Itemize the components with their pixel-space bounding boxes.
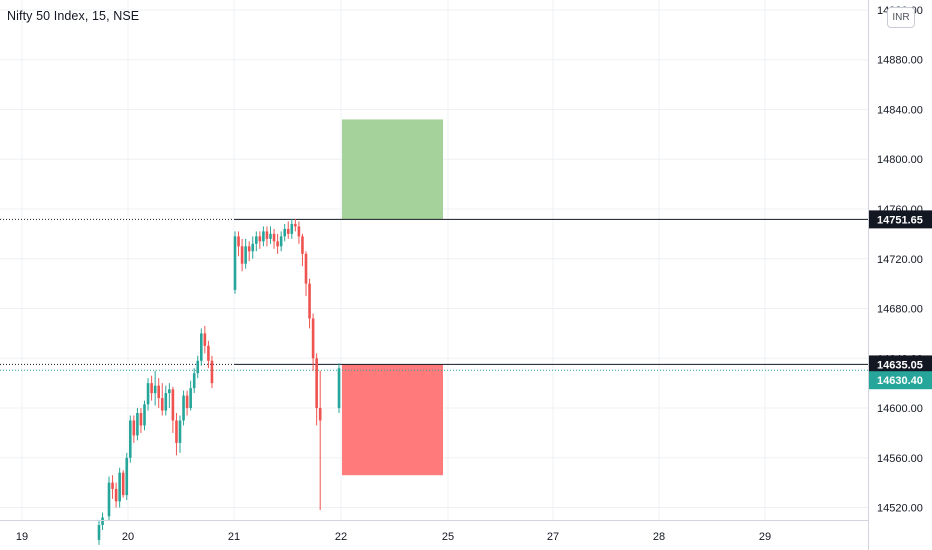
candle-body [153, 385, 157, 394]
candle-body [200, 333, 203, 361]
candle-body [185, 395, 189, 409]
candle-body [311, 318, 315, 359]
candle-body [157, 385, 160, 399]
candle-body [272, 233, 276, 242]
candle-body [164, 393, 168, 411]
candle-body [308, 283, 311, 319]
x-tick-label: 28 [653, 531, 665, 543]
candle-body [237, 236, 240, 247]
last-price-tag-bg [869, 371, 932, 390]
candle-body [125, 457, 129, 496]
horizontal-levels [0, 218, 868, 371]
candle-body [189, 388, 192, 409]
candle-body [279, 236, 283, 247]
candle-body [297, 226, 301, 237]
level-tag-0-bg [869, 210, 932, 229]
x-tick-label: 22 [335, 531, 347, 543]
level-tag-1-label: 14635.05 [877, 359, 923, 371]
candle-body [97, 524, 101, 540]
y-tick-label: 14880.00 [877, 55, 923, 67]
candle-body [318, 408, 322, 421]
candle-body [192, 373, 196, 389]
candle-body [247, 246, 251, 252]
y-tick-label: 14800.00 [877, 154, 923, 166]
candle-body [210, 360, 214, 384]
level-tag-0-label: 14751.65 [877, 214, 923, 226]
candle-body [136, 413, 139, 436]
candle-body [143, 404, 146, 426]
candle-body [175, 420, 178, 443]
y-tick-label: 14600.00 [877, 403, 923, 415]
candle-body [150, 383, 153, 394]
candle-body [283, 228, 286, 237]
candle-body [276, 241, 279, 247]
candle-body [269, 233, 272, 239]
level-tag-1-bg [869, 355, 932, 374]
candlesticks [97, 218, 341, 545]
candle-body [139, 413, 143, 426]
y-tick-label: 14560.00 [877, 453, 923, 465]
currency-badge[interactable]: INR [887, 7, 915, 28]
candle-body [207, 345, 210, 361]
candle-body [240, 246, 244, 264]
stop-zone [342, 364, 443, 476]
y-tick-label: 14680.00 [877, 304, 923, 316]
candle-body [118, 472, 121, 502]
candle-body [251, 243, 255, 252]
candle-body [101, 517, 104, 525]
candle-body [182, 395, 185, 421]
candle-body [301, 236, 304, 254]
x-tick-label: 19 [16, 531, 28, 543]
y-tick-label: 14840.00 [877, 104, 923, 116]
candle-body [171, 389, 175, 421]
candle-body [203, 333, 207, 346]
position-zones [342, 119, 443, 476]
x-tick-label: 29 [759, 531, 771, 543]
chart-title: Nifty 50 Index, 15, NSE [7, 9, 140, 23]
candle-body [129, 420, 132, 458]
candle-body [132, 420, 136, 436]
candle-body [107, 482, 111, 517]
candle-body [265, 231, 269, 239]
candle-body [114, 488, 118, 502]
y-tick-label: 14520.00 [877, 503, 923, 515]
candle-body [111, 482, 114, 489]
candle-body [258, 236, 262, 242]
x-tick-label: 20 [122, 531, 134, 543]
candle-body [255, 236, 258, 244]
candle-body [160, 398, 164, 411]
candle-body [178, 420, 182, 443]
candle-body [286, 228, 290, 234]
target-zone [342, 119, 443, 220]
price-tags: 14751.65 14635.05 14630.40 [869, 210, 932, 390]
candle-body [196, 360, 200, 374]
candle-body [233, 236, 237, 290]
candle-body [315, 358, 318, 409]
candle-body [121, 472, 125, 496]
candle-body [294, 223, 297, 227]
y-tick-label: 14720.00 [877, 254, 923, 266]
x-tick-label: 21 [228, 531, 240, 543]
candle-body [304, 253, 308, 284]
candle-body [262, 231, 265, 242]
last-price-tag-label: 14630.40 [877, 375, 923, 387]
candle-body [337, 368, 341, 409]
candle-body [290, 223, 294, 234]
x-tick-label: 27 [547, 531, 559, 543]
candle-body [168, 389, 171, 394]
candle-body [244, 246, 247, 264]
candle-body [146, 383, 150, 405]
x-tick-label: 25 [442, 531, 454, 543]
